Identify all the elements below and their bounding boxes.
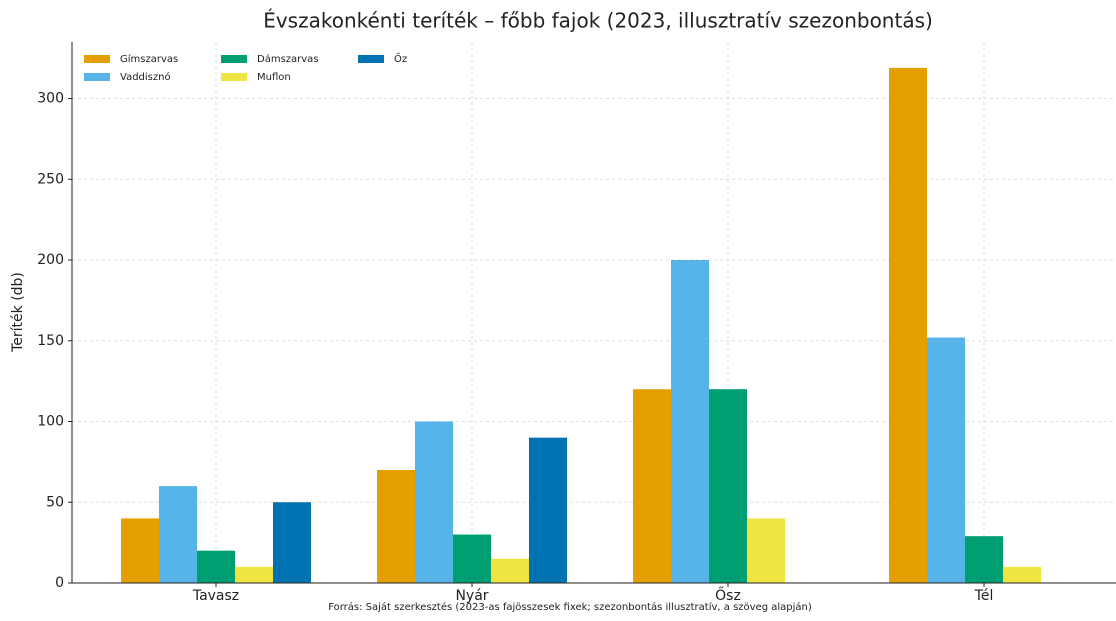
bar: [633, 389, 671, 583]
x-tick-label: Tavasz: [192, 588, 239, 604]
bar: [491, 558, 529, 583]
bar: [197, 550, 235, 583]
source-note: Forrás: Saját szerkesztés (2023-as fajös…: [328, 601, 812, 613]
legend-swatch: [84, 73, 110, 81]
bar: [747, 518, 785, 583]
legend-label: Őz: [394, 51, 407, 65]
chart-title: Évszakonkénti teríték – főbb fajok (2023…: [263, 9, 933, 33]
legend-label: Gímszarvas: [120, 53, 178, 65]
y-tick-label: 250: [37, 171, 64, 187]
legend-label: Muflon: [257, 72, 291, 83]
y-tick-label: 0: [55, 575, 64, 591]
y-tick-label: 200: [37, 252, 64, 268]
bar: [927, 337, 965, 583]
legend-swatch: [358, 55, 384, 63]
bar: [121, 518, 159, 583]
bar: [415, 421, 453, 583]
bar: [529, 437, 567, 583]
bar: [709, 389, 747, 583]
y-axis-label: Teríték (db): [10, 272, 26, 353]
y-tick-label: 50: [46, 494, 64, 510]
y-tick-label: 150: [37, 333, 64, 349]
x-tick-label: Ősz: [715, 586, 741, 604]
y-tick-label: 300: [37, 91, 64, 107]
bar: [965, 536, 1003, 583]
bar: [453, 534, 491, 583]
legend-label: Dámszarvas: [257, 53, 319, 65]
bar: [377, 469, 415, 583]
legend-swatch: [84, 55, 110, 63]
bar: [235, 566, 273, 583]
x-tick-label: Nyár: [455, 588, 488, 604]
bar: [273, 502, 311, 583]
x-tick-label: Tél: [974, 588, 994, 604]
bar: [159, 486, 197, 583]
legend-swatch: [221, 55, 247, 63]
legend-swatch: [221, 73, 247, 81]
bar: [1003, 566, 1041, 583]
legend-label: Vaddisznó: [120, 71, 171, 83]
bar: [671, 260, 709, 583]
bar: [889, 67, 927, 583]
y-tick-label: 100: [37, 414, 64, 430]
